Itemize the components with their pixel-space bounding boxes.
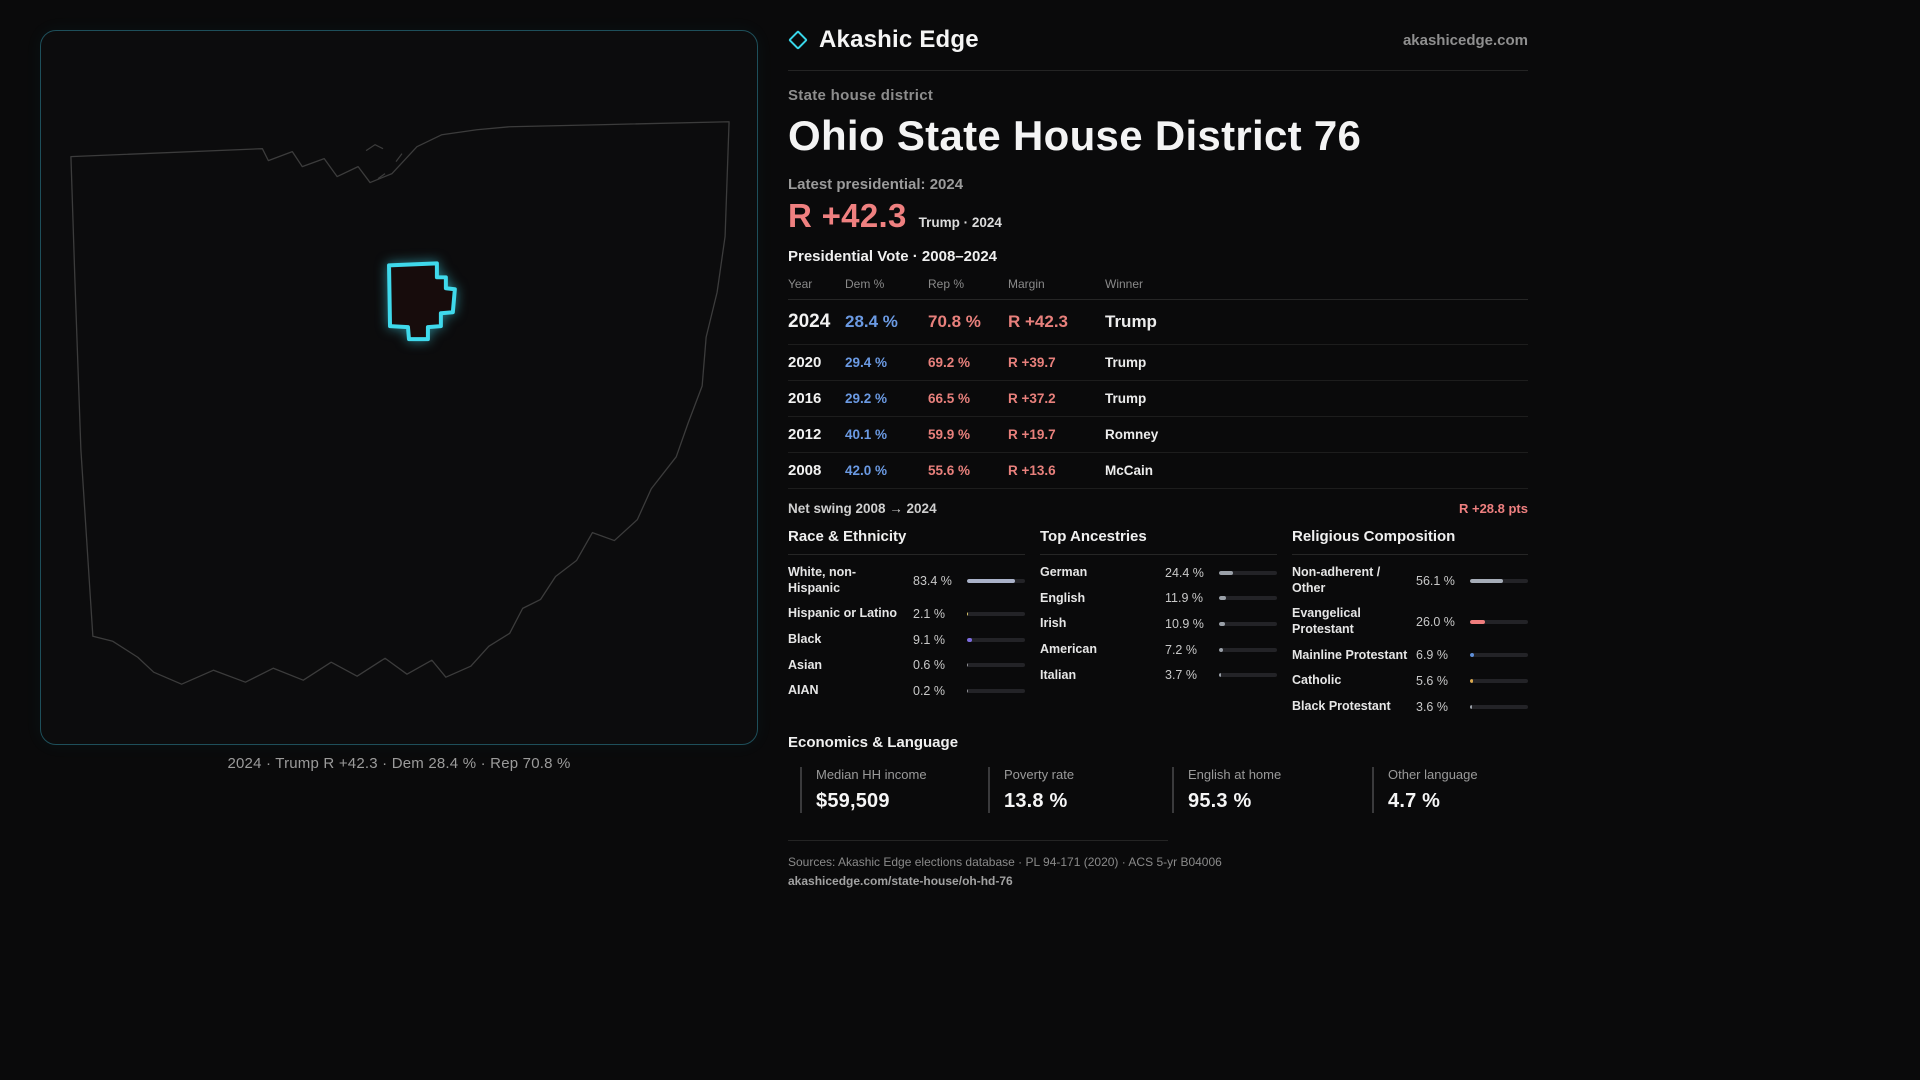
col-dem: Dem % xyxy=(845,277,885,291)
religion-column: Religious Composition Non-adherent / Oth… xyxy=(1292,528,1528,714)
lake-islands xyxy=(365,143,403,180)
demo-row: White, non-Hispanic 83.4 % xyxy=(788,565,1025,596)
net-swing-label: Net swing 2008 → 2024 xyxy=(788,501,937,516)
latest-presidential-label: Latest presidential: 2024 xyxy=(788,176,964,193)
ancestries-title: Top Ancestries xyxy=(1040,528,1277,555)
col-winner: Winner xyxy=(1105,277,1144,291)
stat-bar xyxy=(1219,596,1277,601)
page-title: Ohio State House District 76 xyxy=(788,112,1362,159)
stat-median-income: Median HH income $59,509 xyxy=(800,767,988,814)
race-ethnicity-column: Race & Ethnicity White, non-Hispanic 83.… xyxy=(788,528,1025,714)
demographics-section: Race & Ethnicity White, non-Hispanic 83.… xyxy=(788,528,1528,714)
table-header-row: Year Dem % Rep % Margin Winner xyxy=(788,273,1528,300)
economics-stats: Median HH income $59,509 Poverty rate 13… xyxy=(800,767,1528,814)
stat-bar xyxy=(1219,673,1277,678)
demo-row: Non-adherent / Other 56.1 % xyxy=(1292,565,1528,596)
district-shape[interactable] xyxy=(387,261,457,342)
demo-row: Irish 10.9 % xyxy=(1040,616,1277,632)
ancestries-column: Top Ancestries German 24.4 % English 11.… xyxy=(1040,528,1277,714)
demo-row: Evangelical Protestant 26.0 % xyxy=(1292,606,1528,637)
stat-bar xyxy=(1470,578,1528,583)
footer-divider xyxy=(788,840,1168,842)
table-row: 2012 40.1 % 59.9 % R +19.7 Romney xyxy=(788,417,1528,453)
stat-english-at-home: English at home 95.3 % xyxy=(1172,767,1372,814)
col-year: Year xyxy=(788,277,813,291)
presidential-vote-table: Year Dem % Rep % Margin Winner 2024 28.4… xyxy=(788,273,1528,489)
religion-title: Religious Composition xyxy=(1292,528,1528,555)
race-title: Race & Ethnicity xyxy=(788,528,1025,555)
ohio-outline xyxy=(70,121,730,685)
stat-bar xyxy=(1219,570,1277,575)
ohio-map xyxy=(70,121,730,685)
table-row: 2024 28.4 % 70.8 % R +42.3 Trump xyxy=(788,300,1528,345)
margin-context: Trump · 2024 xyxy=(918,215,1002,230)
site-link[interactable]: akashicedge.com xyxy=(1402,31,1528,49)
stat-poverty-rate: Poverty rate 13.8 % xyxy=(988,767,1172,814)
district-report: Akashic Edge akashicedge.com State house… xyxy=(788,26,1528,888)
stat-other-language: Other language 4.7 % xyxy=(1372,767,1528,814)
stat-bar xyxy=(1470,704,1528,709)
col-margin: Margin xyxy=(1008,277,1045,291)
demo-row: AIAN 0.2 % xyxy=(788,683,1025,699)
headline-margin: R +42.3 Trump · 2024 xyxy=(788,197,1528,235)
demo-row: German 24.4 % xyxy=(1040,565,1277,581)
margin-value: R +42.3 xyxy=(788,197,907,234)
demo-row: Black 9.1 % xyxy=(788,632,1025,648)
stat-bar xyxy=(967,688,1025,693)
brand-diamond-icon xyxy=(788,30,808,50)
demo-row: Catholic 5.6 % xyxy=(1292,673,1528,689)
stat-bar xyxy=(967,637,1025,642)
table-row: 2016 29.2 % 66.5 % R +37.2 Trump xyxy=(788,381,1528,417)
economics-title: Economics & Language xyxy=(788,734,959,752)
demo-row: English 11.9 % xyxy=(1040,591,1277,607)
sources-text: Sources: Akashic Edge elections database… xyxy=(788,855,1222,870)
demo-row: Black Protestant 3.6 % xyxy=(1292,699,1528,715)
map-caption: 2024 · Trump R +42.3 · Dem 28.4 % · Rep … xyxy=(227,755,571,772)
stat-bar xyxy=(967,612,1025,617)
table-row: 2020 29.4 % 69.2 % R +39.7 Trump xyxy=(788,345,1528,381)
stat-bar xyxy=(1470,619,1528,624)
vote-table-title: Presidential Vote · 2008–2024 xyxy=(788,248,998,265)
demo-row: Hispanic or Latino 2.1 % xyxy=(788,606,1025,622)
demo-row: Mainline Protestant 6.9 % xyxy=(1292,648,1528,664)
demo-row: Italian 3.7 % xyxy=(1040,668,1277,684)
col-rep: Rep % xyxy=(928,277,965,291)
stat-bar xyxy=(967,663,1025,668)
demo-row: American 7.2 % xyxy=(1040,642,1277,658)
net-swing-value: R +28.8 pts xyxy=(1458,501,1528,516)
net-swing: Net swing 2008 → 2024 R +28.8 pts xyxy=(788,501,1528,516)
permalink[interactable]: akashicedge.com/state-house/oh-hd-76 xyxy=(788,874,1013,889)
header: Akashic Edge akashicedge.com xyxy=(788,26,1528,71)
eyebrow: State house district xyxy=(788,87,934,104)
stat-bar xyxy=(1219,622,1277,627)
table-row: 2008 42.0 % 55.6 % R +13.6 McCain xyxy=(788,453,1528,489)
district-map-panel xyxy=(40,30,758,745)
stat-bar xyxy=(1219,647,1277,652)
demo-row: Asian 0.6 % xyxy=(788,658,1025,674)
stat-bar xyxy=(1470,678,1528,683)
brand-name: Akashic Edge xyxy=(819,26,979,53)
stat-bar xyxy=(1470,653,1528,658)
stat-bar xyxy=(967,578,1025,583)
